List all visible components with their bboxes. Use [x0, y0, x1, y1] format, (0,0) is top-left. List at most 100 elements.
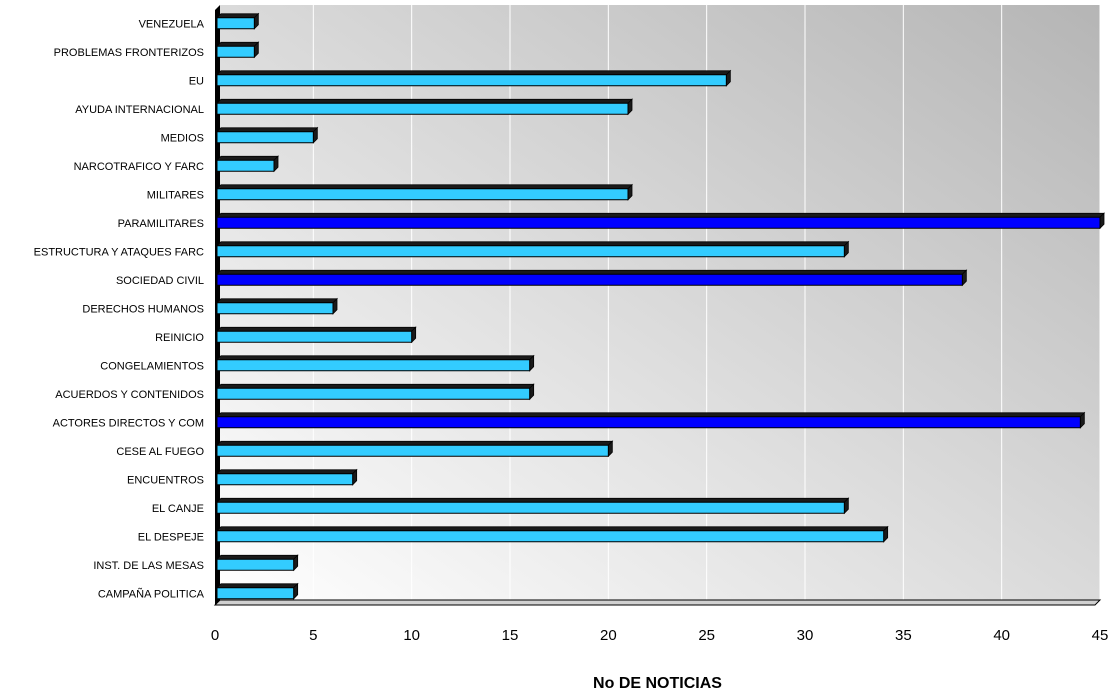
- bar: [216, 74, 727, 87]
- category-label: REINICIO: [155, 332, 204, 344]
- bar: [216, 188, 629, 201]
- x-tick-label: 0: [211, 627, 219, 644]
- bar-top-face: [216, 526, 889, 532]
- bar-group: [216, 155, 279, 173]
- bar-group: [216, 269, 968, 287]
- bar-group: [216, 212, 1105, 230]
- category-label: MEDIOS: [161, 132, 204, 144]
- x-tick-label: 10: [403, 627, 420, 644]
- bar-top-face: [216, 469, 358, 475]
- bar: [216, 159, 275, 172]
- category-label: ACUERDOS Y CONTENIDOS: [55, 389, 204, 401]
- bar: [216, 530, 885, 543]
- bar: [216, 131, 314, 144]
- bar-group: [216, 554, 299, 572]
- x-tick-label: 15: [502, 627, 519, 644]
- bar-top-face: [216, 554, 299, 560]
- bar-top-face: [216, 583, 299, 589]
- category-label: CAMPAÑA POLITICA: [98, 587, 205, 600]
- bar: [216, 473, 354, 486]
- bar-group: [216, 126, 319, 144]
- category-label: SOCIEDAD CIVIL: [116, 275, 204, 287]
- bar-group: [216, 297, 338, 315]
- bar: [216, 45, 255, 58]
- bar-highlighted: [216, 416, 1081, 429]
- bar-group: [216, 411, 1086, 429]
- bar-top-face: [216, 355, 535, 361]
- bar-top-face: [216, 184, 633, 190]
- bar-top-face: [216, 41, 260, 47]
- category-label: CONGELAMIENTOS: [100, 360, 204, 372]
- bar-top-face: [216, 497, 850, 503]
- category-label: INST. DE LAS MESAS: [93, 560, 204, 572]
- category-label: PROBLEMAS FRONTERIZOS: [54, 47, 204, 59]
- bar-group: [216, 582, 299, 600]
- bar-group: [216, 183, 633, 201]
- bar-group: [216, 240, 850, 258]
- x-tick-label: 40: [993, 627, 1010, 644]
- bar: [216, 302, 334, 315]
- category-label: ACTORES DIRECTOS Y COM: [53, 417, 204, 429]
- bar-top-face: [216, 326, 417, 332]
- bar: [216, 501, 845, 514]
- bar-group: [216, 468, 358, 486]
- category-label: DERECHOS HUMANOS: [82, 303, 204, 315]
- category-label: EU: [189, 75, 204, 87]
- x-axis-title: No DE NOTICIAS: [593, 675, 722, 692]
- x-axis-floor: [213, 599, 1102, 606]
- bar-top-face: [216, 412, 1086, 418]
- x-tick-label: 20: [600, 627, 617, 644]
- bar: [216, 387, 531, 400]
- bar: [216, 444, 609, 457]
- bar-group: [216, 69, 732, 87]
- category-label: NARCOTRAFICO Y FARC: [74, 161, 204, 173]
- bar-highlighted: [216, 216, 1101, 229]
- bar-top-face: [216, 155, 279, 161]
- bar-top-face: [216, 70, 732, 76]
- bar-group: [216, 98, 633, 116]
- bar-top-face: [216, 98, 633, 104]
- bar-group: [216, 12, 260, 30]
- category-label: AYUDA INTERNACIONAL: [75, 104, 204, 116]
- bar: [216, 102, 629, 115]
- category-label: EL DESPEJE: [138, 531, 204, 543]
- bar-group: [216, 41, 260, 59]
- category-labels: VENEZUELA PROBLEMAS FRONTERIZOS EU AYUDA IN…: [34, 18, 205, 600]
- bar: [216, 330, 413, 343]
- bar-group: [216, 440, 614, 458]
- category-label: PARAMILITARES: [118, 218, 204, 230]
- bar-group: [216, 326, 417, 344]
- bar-group: [216, 497, 850, 515]
- bar-top-face: [216, 269, 968, 275]
- bar: [216, 587, 295, 600]
- bar-top-face: [216, 383, 535, 389]
- bars: [216, 12, 1105, 600]
- bar-top-face: [216, 298, 338, 304]
- x-tick-label: 35: [895, 627, 912, 644]
- category-label: ENCUENTROS: [127, 474, 204, 486]
- bar: [216, 17, 255, 30]
- bar-top-face: [216, 241, 850, 247]
- bar-group: [216, 354, 535, 372]
- category-label: MILITARES: [147, 189, 204, 201]
- category-label: EL CANJE: [152, 503, 204, 515]
- bar-group: [216, 525, 889, 543]
- x-tick-label: 45: [1092, 627, 1109, 644]
- x-tick-labels: 0 5 10 15 20 25 30 35 40 45: [211, 627, 1109, 644]
- x-tick-label: 25: [698, 627, 715, 644]
- x-tick-label: 30: [797, 627, 814, 644]
- category-label: ESTRUCTURA Y ATAQUES FARC: [34, 246, 204, 258]
- bar-top-face: [216, 127, 319, 133]
- bar-highlighted: [216, 273, 963, 286]
- bar-top-face: [216, 13, 260, 19]
- bar-top-face: [216, 440, 614, 446]
- bar-top-face: [216, 212, 1105, 218]
- category-label: CESE AL FUEGO: [116, 446, 204, 458]
- bar: [216, 245, 845, 258]
- x-tick-label: 5: [309, 627, 317, 644]
- bar: [216, 359, 531, 372]
- bar-group: [216, 383, 535, 401]
- category-label: VENEZUELA: [139, 18, 205, 30]
